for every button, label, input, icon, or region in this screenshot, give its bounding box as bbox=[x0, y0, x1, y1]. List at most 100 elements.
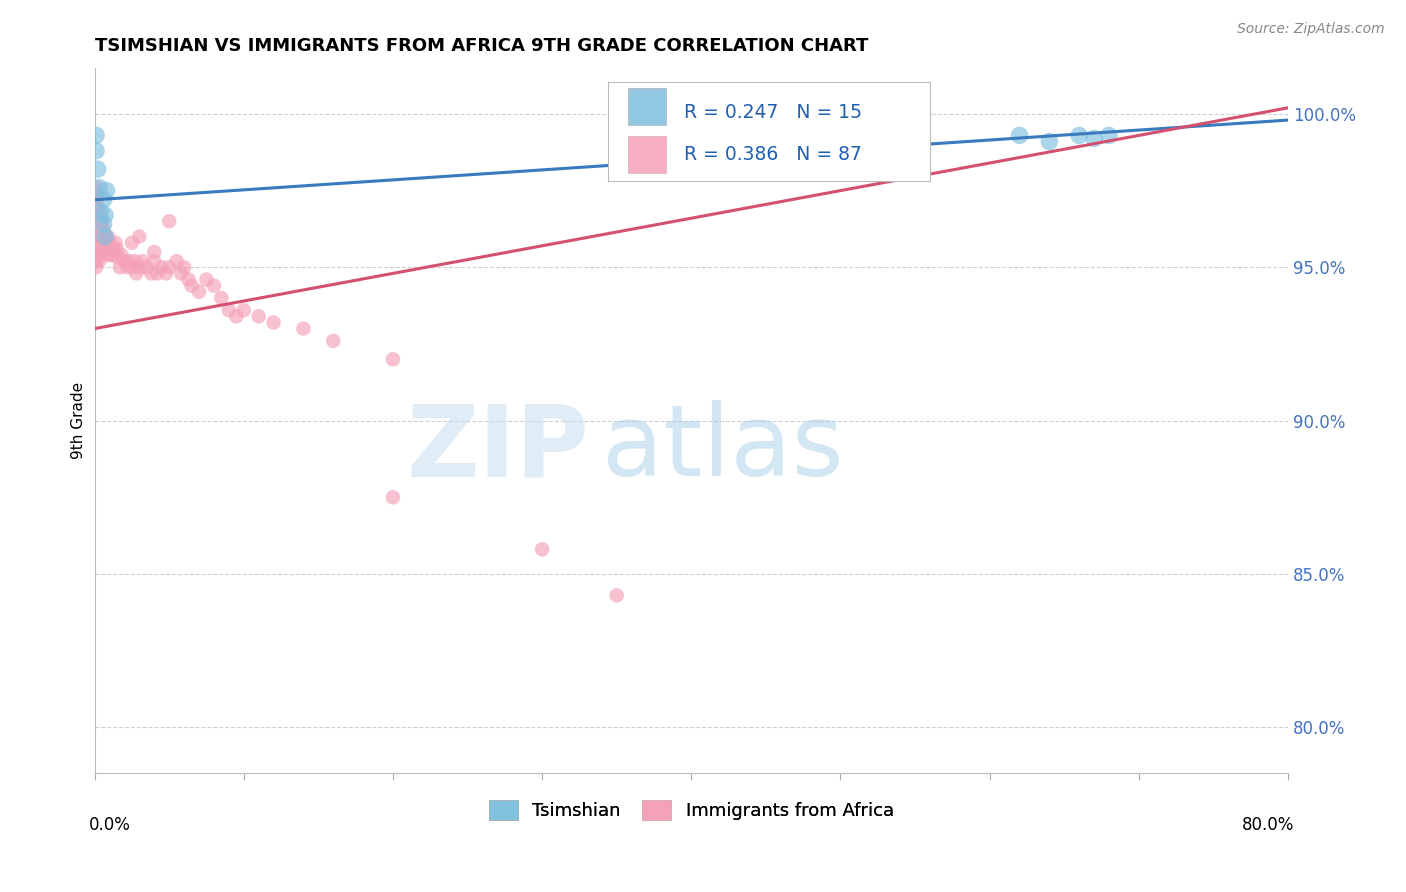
Point bbox=[155, 267, 177, 281]
Point bbox=[87, 218, 110, 232]
Point bbox=[90, 223, 112, 237]
Point bbox=[84, 144, 107, 158]
Point bbox=[100, 242, 122, 256]
Point bbox=[96, 235, 118, 250]
Point bbox=[86, 186, 108, 201]
Point bbox=[84, 254, 107, 268]
Text: 0.0%: 0.0% bbox=[89, 815, 131, 833]
Point bbox=[84, 218, 107, 232]
Point bbox=[93, 218, 115, 232]
Point bbox=[84, 184, 107, 198]
Point bbox=[322, 334, 344, 348]
Point bbox=[124, 254, 146, 268]
Point bbox=[86, 235, 108, 250]
Point bbox=[1038, 135, 1060, 149]
Point bbox=[170, 267, 193, 281]
Point bbox=[157, 260, 180, 275]
Point bbox=[110, 248, 132, 262]
Y-axis label: 9th Grade: 9th Grade bbox=[72, 382, 86, 459]
Point bbox=[118, 254, 141, 268]
Point bbox=[84, 242, 107, 256]
Point bbox=[135, 260, 157, 275]
Point bbox=[263, 316, 285, 330]
Point bbox=[225, 310, 247, 324]
Point bbox=[128, 260, 150, 275]
Point bbox=[381, 490, 404, 504]
Point bbox=[98, 235, 121, 250]
FancyBboxPatch shape bbox=[607, 82, 929, 181]
Point bbox=[104, 235, 127, 250]
Point bbox=[150, 260, 173, 275]
Point bbox=[107, 251, 129, 265]
Point bbox=[90, 205, 112, 219]
Point bbox=[94, 229, 117, 244]
Point bbox=[143, 254, 166, 268]
Point bbox=[531, 542, 554, 557]
Point bbox=[96, 184, 118, 198]
Point bbox=[131, 254, 153, 268]
Point bbox=[112, 254, 135, 268]
FancyBboxPatch shape bbox=[628, 88, 666, 125]
Point bbox=[1098, 128, 1121, 143]
Point bbox=[232, 303, 254, 318]
Point bbox=[188, 285, 211, 299]
Point bbox=[84, 205, 107, 219]
Point bbox=[98, 248, 121, 262]
Point bbox=[87, 180, 110, 194]
Point bbox=[209, 291, 232, 305]
Point bbox=[91, 229, 114, 244]
Point bbox=[93, 223, 115, 237]
Point bbox=[94, 229, 117, 244]
Point bbox=[247, 310, 270, 324]
Point bbox=[177, 272, 200, 286]
Point bbox=[103, 242, 125, 256]
Point bbox=[94, 208, 117, 222]
Point bbox=[141, 267, 163, 281]
Point bbox=[87, 254, 110, 268]
Point bbox=[180, 278, 202, 293]
Text: 80.0%: 80.0% bbox=[1241, 815, 1294, 833]
Point bbox=[86, 199, 108, 213]
Point bbox=[1008, 128, 1031, 143]
Point bbox=[1083, 131, 1105, 145]
Point bbox=[292, 321, 315, 335]
Text: R = 0.247   N = 15: R = 0.247 N = 15 bbox=[685, 103, 862, 121]
Point bbox=[128, 229, 150, 244]
Point bbox=[1069, 128, 1091, 143]
FancyBboxPatch shape bbox=[628, 136, 666, 173]
Point bbox=[93, 193, 115, 207]
Point bbox=[84, 199, 107, 213]
Point bbox=[101, 248, 124, 262]
Point bbox=[86, 162, 108, 177]
Point bbox=[202, 278, 225, 293]
Point bbox=[93, 235, 115, 250]
Point bbox=[173, 260, 195, 275]
Point bbox=[86, 223, 108, 237]
Point bbox=[84, 235, 107, 250]
Point bbox=[90, 211, 112, 226]
Point bbox=[121, 260, 143, 275]
Point bbox=[86, 211, 108, 226]
Point bbox=[218, 303, 240, 318]
Point bbox=[84, 248, 107, 262]
Text: atlas: atlas bbox=[602, 401, 844, 497]
Text: Source: ZipAtlas.com: Source: ZipAtlas.com bbox=[1237, 22, 1385, 37]
Point bbox=[90, 235, 112, 250]
Point bbox=[87, 205, 110, 219]
Point bbox=[125, 267, 148, 281]
Point bbox=[157, 214, 180, 228]
Point bbox=[97, 229, 120, 244]
Point bbox=[146, 267, 169, 281]
Point bbox=[108, 260, 131, 275]
Point bbox=[86, 248, 108, 262]
Point bbox=[84, 260, 107, 275]
Point bbox=[94, 242, 117, 256]
Point bbox=[96, 248, 118, 262]
Point bbox=[166, 254, 188, 268]
Point bbox=[121, 235, 143, 250]
Point bbox=[84, 193, 107, 207]
Legend: Tsimshian, Immigrants from Africa: Tsimshian, Immigrants from Africa bbox=[482, 792, 901, 828]
Text: R = 0.386   N = 87: R = 0.386 N = 87 bbox=[685, 145, 862, 164]
Point bbox=[84, 211, 107, 226]
Point bbox=[84, 180, 107, 194]
